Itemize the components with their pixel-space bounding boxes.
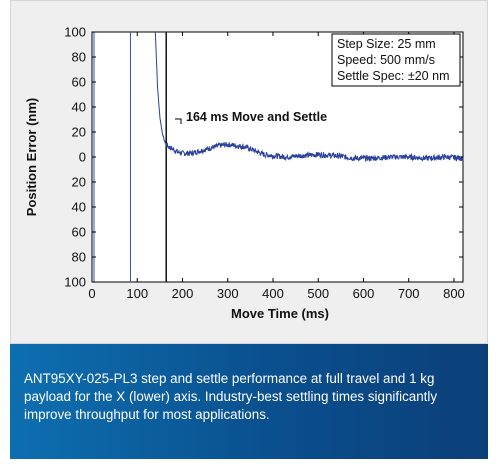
settle-annotation: 164 ms Move and Settle <box>175 110 327 124</box>
x-tick-label: 500 <box>307 286 329 301</box>
series-line <box>154 31 464 163</box>
y-tick-label: 20 <box>72 125 86 140</box>
y-tick-label: 80 <box>72 250 86 265</box>
annotation-label: 164 ms Move and Settle <box>186 110 327 124</box>
caption: ANT95XY-025-PL3 step and settle performa… <box>10 344 488 459</box>
x-tick-label: 400 <box>262 286 284 301</box>
y-tick-label: 80 <box>72 50 86 65</box>
x-tick-label: 0 <box>88 286 95 301</box>
y-tick-label: 40 <box>72 100 86 115</box>
legend-frame <box>331 33 461 87</box>
legend-box: Step Size: 25 mm Speed: 500 mm/s Settle … <box>331 33 461 87</box>
annotation-pointer <box>175 118 182 124</box>
y-axis-title: Position Error (nm) <box>24 98 39 216</box>
y-tick-label: 20 <box>72 175 86 190</box>
series-layer <box>154 31 464 163</box>
x-axis-title: Move Time (ms) <box>231 306 329 321</box>
x-tick-label: 200 <box>172 286 194 301</box>
x-tick-label: 100 <box>126 286 148 301</box>
y-tick-label: 0 <box>79 150 86 165</box>
x-tick-label: 800 <box>443 286 465 301</box>
x-tick-label: 600 <box>353 286 375 301</box>
y-tick-label: 40 <box>72 200 86 215</box>
x-axis: 0 100 200 300 400 500 600 700 800 <box>88 32 465 301</box>
legend-line-settle-spec: Settle Spec: ±20 nm <box>337 69 449 83</box>
y-tick-label: 60 <box>72 225 86 240</box>
y-axis: 100 80 60 40 20 0 20 40 60 80 100 <box>64 25 463 290</box>
legend-line-speed: Speed: 500 mm/s <box>337 53 435 67</box>
legend-line-step-size: Step Size: 25 mm <box>337 37 436 51</box>
x-tick-label: 300 <box>217 286 239 301</box>
y-tick-label: 100 <box>64 25 86 40</box>
x-tick-label: 700 <box>398 286 420 301</box>
y-tick-label: 100 <box>64 275 86 290</box>
y-tick-label: 60 <box>72 75 86 90</box>
